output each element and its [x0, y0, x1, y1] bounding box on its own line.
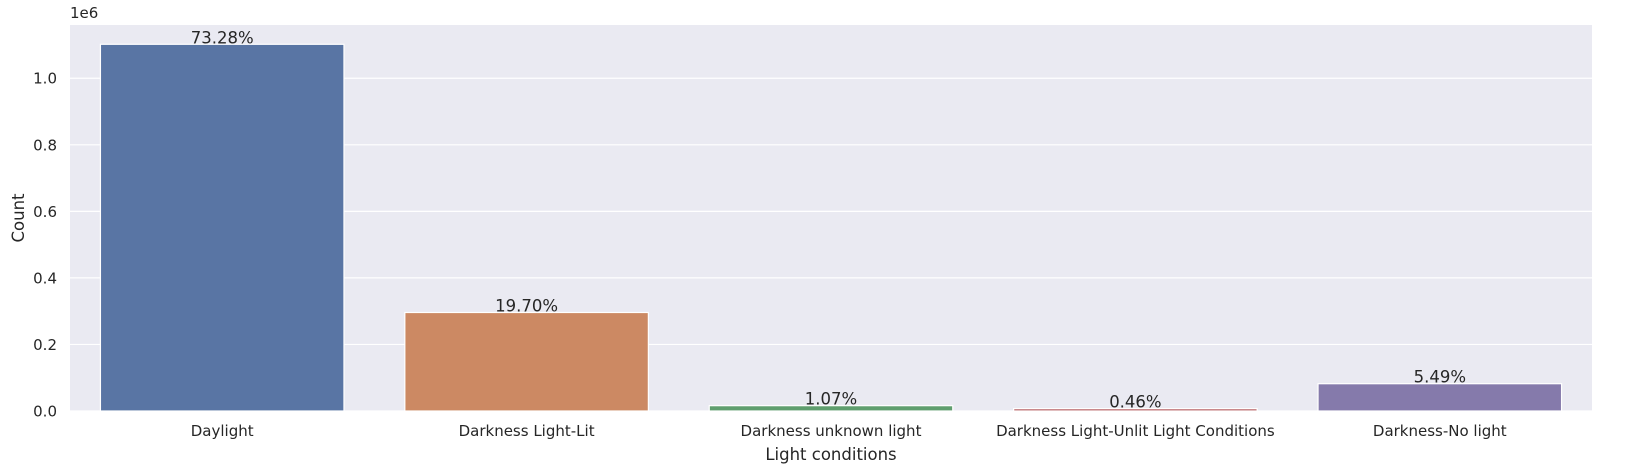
- x-tick-label: Daylight: [191, 422, 254, 440]
- x-tick-label: Darkness unknown light: [741, 422, 922, 440]
- y-tick-label: 0.8: [33, 136, 57, 154]
- bar: [1317, 383, 1563, 412]
- y-tick-label: 0.2: [33, 336, 57, 354]
- x-tick-label: Darkness-No light: [1373, 422, 1507, 440]
- x-tick-label: Darkness Light-Unlit Light Conditions: [996, 422, 1275, 440]
- x-axis-title: Light conditions: [765, 445, 896, 464]
- y-axis-title: Count: [9, 193, 28, 243]
- bars: [99, 43, 1563, 412]
- y-axis-scale-label: 1e6: [70, 4, 98, 22]
- y-axis-ticks: 0.0 0.2 0.4 0.6 0.8 1.0: [33, 70, 57, 421]
- y-tick-label: 0.4: [33, 269, 57, 287]
- bar-data-label: 1.07%: [805, 390, 857, 409]
- bar-data-label: 73.28%: [191, 28, 254, 47]
- x-tick-label: Darkness Light-Lit: [459, 422, 595, 440]
- bar-data-label: 19.70%: [495, 297, 558, 316]
- y-tick-label: 1.0: [33, 70, 57, 88]
- bar-data-label: 5.49%: [1414, 368, 1466, 387]
- bar-data-label: 0.46%: [1109, 393, 1161, 412]
- bar: [708, 405, 954, 412]
- y-tick-label: 0.0: [33, 403, 57, 421]
- data-labels: 73.28% 19.70% 1.07% 0.46% 5.49%: [191, 28, 1466, 411]
- bar: [404, 311, 649, 412]
- x-axis-ticks: Daylight Darkness Light-Lit Darkness unkno…: [191, 422, 1507, 440]
- bar: [99, 43, 345, 412]
- y-tick-label: 0.6: [33, 203, 57, 221]
- bar: [1013, 408, 1258, 412]
